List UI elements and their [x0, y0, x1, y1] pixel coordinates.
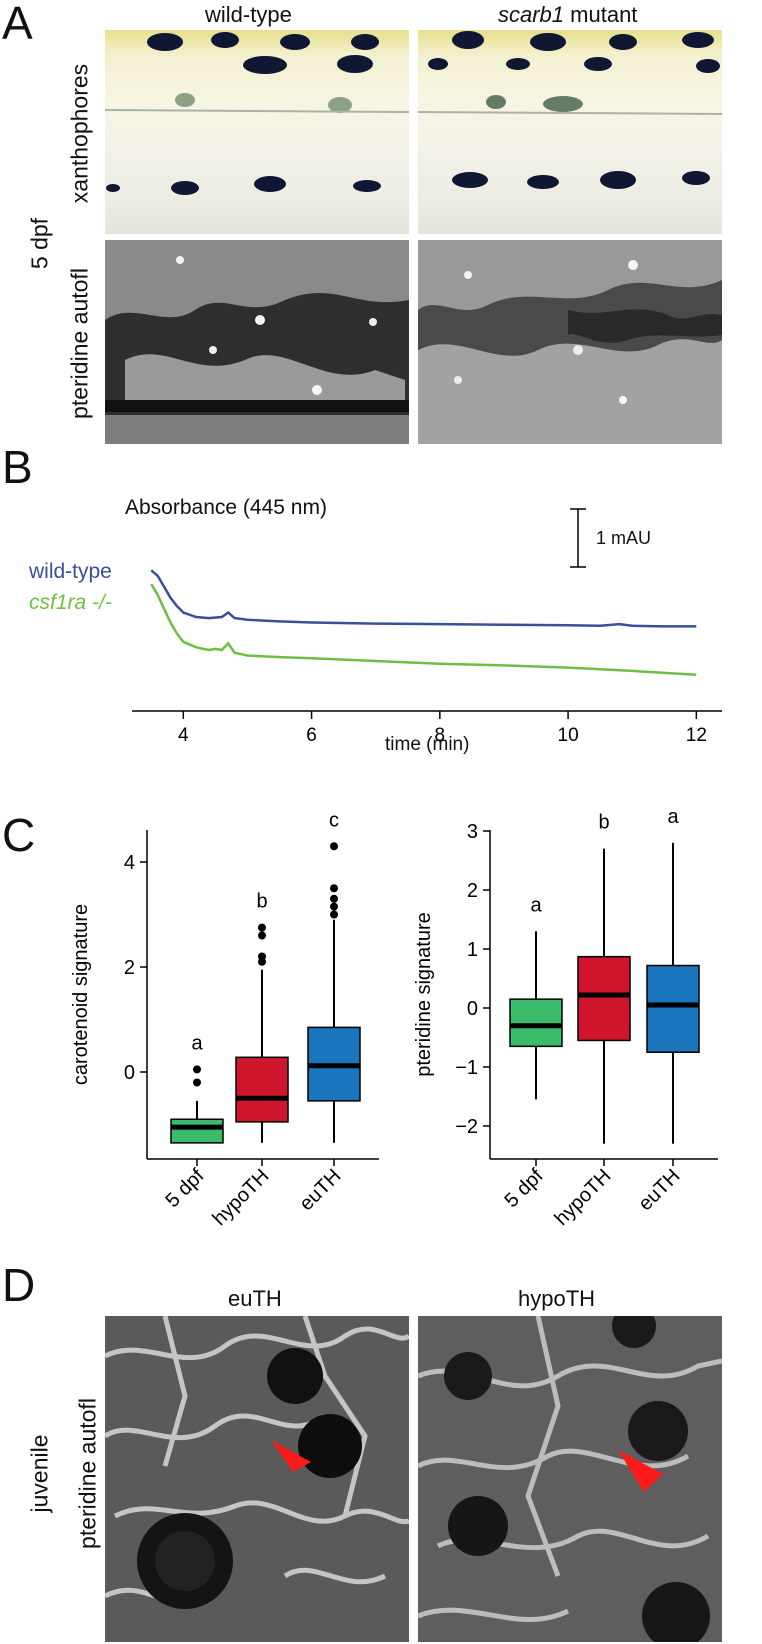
gene-name: scarb1	[498, 2, 565, 27]
panel-d-col-hypoth: hypoTH	[518, 1286, 596, 1311]
panel-b-xlabel: time (min)	[385, 734, 470, 755]
x-tick-label: euTH	[634, 1165, 684, 1215]
panel-d-col-euth: euTH	[228, 1286, 282, 1311]
image-euth-pteridine	[105, 1316, 409, 1642]
outlier-point	[330, 842, 338, 851]
panel-d-letter: D	[2, 1259, 36, 1311]
panel-b-title: Absorbance (445 nm)	[125, 496, 327, 519]
x-tick-label: 10	[558, 725, 579, 746]
significance-letter: b	[598, 812, 609, 834]
outlier-point	[330, 910, 338, 919]
image-wildtype-xanthophores	[105, 30, 409, 234]
significance-letter: a	[191, 1032, 203, 1054]
x-tick-label: euTH	[295, 1165, 345, 1215]
outlier-point	[258, 923, 266, 932]
panel-b-legend-mutant: csf1ra -/-	[29, 591, 112, 614]
absorbance-chart: 4 6 8 10 12	[132, 508, 722, 746]
outlier-point	[330, 902, 338, 911]
significance-letter: a	[667, 806, 679, 828]
x-tick-label: 12	[686, 725, 707, 746]
x-tick-label: 5 dpf	[162, 1165, 209, 1212]
image-mutant-xanthophores	[418, 30, 722, 234]
significance-letter: a	[530, 894, 542, 916]
x-tick-label: 4	[178, 725, 189, 746]
panel-b-scale-label: 1 mAU	[596, 528, 652, 548]
outlier-point	[330, 894, 338, 903]
panel-c-letter: C	[2, 809, 36, 861]
box-euth	[646, 964, 700, 1054]
box-hypoth	[235, 1056, 289, 1123]
y-tick-label: −1	[455, 1057, 478, 1079]
y-tick-label: 0	[124, 1062, 135, 1084]
x-tick-label: 8	[435, 725, 446, 746]
outlier-point	[193, 1078, 201, 1087]
y-tick-label: −2	[455, 1116, 478, 1138]
arrowhead-icon	[618, 1450, 663, 1492]
panel-d-row-juvenile: juvenile	[26, 1434, 53, 1513]
outlier-point	[258, 952, 266, 961]
y-axis-label: pteridine signature	[413, 912, 435, 1077]
image-wildtype-pteridine	[105, 240, 409, 444]
series-line-mutant	[150, 583, 697, 677]
significance-letter: b	[256, 891, 267, 913]
significance-letter: c	[329, 809, 339, 831]
y-tick-label: 0	[467, 998, 478, 1020]
outlier-point	[193, 1065, 201, 1074]
outlier-point	[330, 884, 338, 893]
carotenoid-boxplot: 0 2 4 carotenoid signature a 5 dpf b hypoTH c euT…	[70, 809, 379, 1230]
pteridine-boxplot: −2 −1 0 1 2 3 pteridine signature a 5 dpf b hypoTH…	[413, 806, 718, 1230]
y-tick-label: 1	[467, 939, 478, 961]
panel-d-row-pteridine: pteridine autofl	[74, 1398, 101, 1549]
image-hypoth-pteridine	[418, 1316, 722, 1642]
x-tick-label: hypoTH	[550, 1165, 615, 1230]
y-tick-label: 3	[467, 821, 478, 843]
box-5-dpf	[170, 1118, 224, 1144]
panel-a-col-mutant: scarb1 mutant	[498, 2, 637, 28]
panel-b-letter: B	[2, 441, 33, 493]
box-hypoth	[577, 955, 631, 1042]
y-tick-label: 2	[124, 957, 135, 979]
x-tick-label: 6	[306, 725, 317, 746]
panel-a-letter: A	[2, 0, 33, 49]
panel-b-legend-wildtype: wild-type	[29, 560, 112, 583]
box-5-dpf	[509, 998, 563, 1048]
y-tick-label: 2	[467, 880, 478, 902]
image-mutant-pteridine	[418, 240, 722, 444]
x-tick-label: 5 dpf	[501, 1165, 548, 1212]
y-axis-label: carotenoid signature	[70, 904, 92, 1085]
x-tick-label: hypoTH	[208, 1165, 273, 1230]
panel-a-col-wildtype: wild-type	[205, 2, 292, 27]
mutant-word: mutant	[564, 2, 638, 27]
arrowhead-icon	[271, 1440, 311, 1472]
series-line-wildtype	[150, 569, 697, 628]
y-tick-label: 4	[124, 852, 135, 874]
outlier-point	[258, 931, 266, 940]
